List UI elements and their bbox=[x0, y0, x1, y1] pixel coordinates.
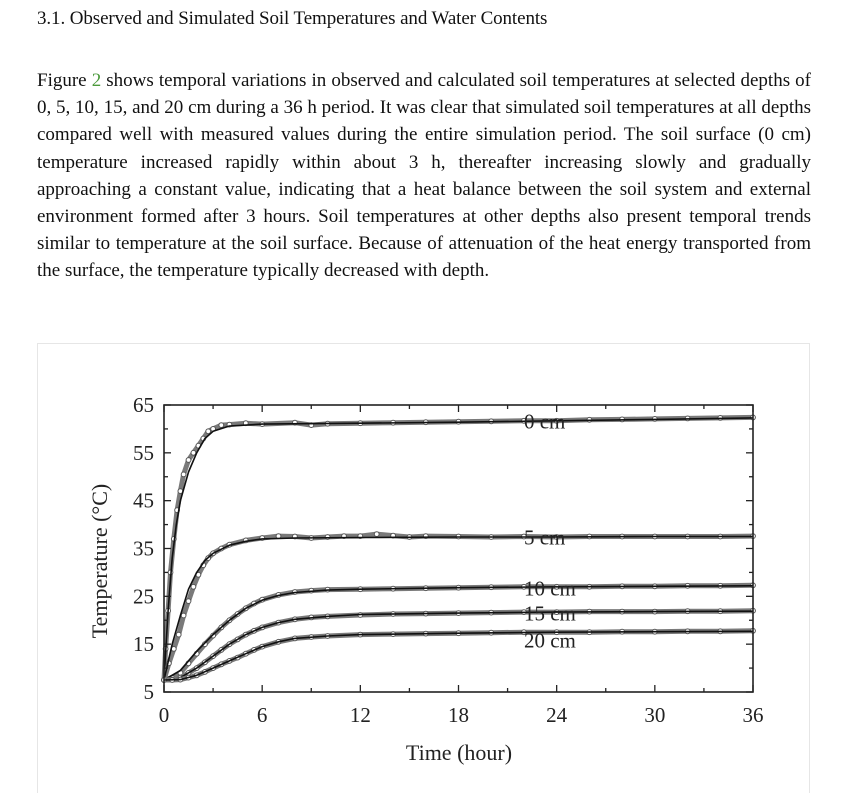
series-label-10-cm: 10 cm bbox=[524, 577, 576, 601]
x-tick-label: 24 bbox=[546, 703, 568, 727]
observed-point-0-cm bbox=[190, 449, 197, 456]
simulated-line-0-cm bbox=[163, 417, 754, 681]
observed-point-5-cm bbox=[180, 612, 187, 619]
section-heading: 3.1. Observed and Simulated Soil Tempera… bbox=[37, 8, 548, 29]
observed-line-20-cm bbox=[161, 628, 756, 683]
series-label-15-cm: 15 cm bbox=[524, 602, 576, 626]
simulated-line-5-cm bbox=[163, 535, 753, 681]
figure-container: 0 6 12 18 24 30 36 5 15 25 35 45 55 65 0 cm 5 cm 10 cm 1… bbox=[37, 343, 810, 793]
y-axis-title: Temperature (°C) bbox=[87, 484, 112, 638]
x-axis-title: Time (hour) bbox=[406, 740, 512, 765]
axis-ticks bbox=[163, 404, 754, 693]
paragraph-lead-text: Figure bbox=[37, 70, 92, 91]
y-tick-label: 15 bbox=[133, 632, 154, 656]
y-tick-label: 45 bbox=[133, 489, 154, 513]
observed-point-0-cm bbox=[180, 471, 187, 478]
series-curves bbox=[161, 414, 756, 683]
observed-point-5-cm bbox=[373, 531, 380, 538]
observed-line-15-cm bbox=[161, 608, 756, 683]
y-tick-label: 35 bbox=[133, 537, 154, 561]
observed-point-10-cm bbox=[202, 641, 208, 648]
series-label-0-cm: 0 cm bbox=[524, 410, 565, 434]
simulated-line-15-cm bbox=[163, 610, 754, 681]
series-label-20-cm: 20 cm bbox=[524, 628, 576, 652]
soil-temperature-chart: 0 6 12 18 24 30 36 5 15 25 35 45 55 65 0 cm 5 cm 10 cm1… bbox=[87, 393, 764, 765]
y-tick-label: 25 bbox=[133, 584, 154, 608]
observed-point-5-cm bbox=[190, 583, 197, 590]
x-tick-label: 6 bbox=[257, 703, 268, 727]
y-tick-label: 65 bbox=[133, 393, 154, 417]
x-tick-label: 18 bbox=[448, 703, 469, 727]
observed-point-0-cm bbox=[205, 428, 212, 435]
y-tick-label: 5 bbox=[144, 680, 155, 704]
observed-point-5-cm bbox=[175, 631, 182, 638]
x-tick-label: 12 bbox=[350, 703, 371, 727]
figure-reference-link[interactable]: 2 bbox=[91, 70, 102, 91]
observed-point-5-cm bbox=[185, 598, 192, 605]
simulated-line-10-cm bbox=[163, 585, 754, 681]
observed-point-0-cm bbox=[185, 457, 192, 463]
observed-line-0-cm bbox=[161, 414, 756, 683]
paragraph-body-text: shows temporal variations in observed an… bbox=[37, 70, 811, 282]
x-tick-label: 0 bbox=[159, 703, 170, 727]
x-tick-label: 36 bbox=[743, 703, 764, 727]
body-paragraph: Figure 2 shows temporal variations in ob… bbox=[37, 67, 811, 285]
observed-point-0-cm bbox=[218, 422, 225, 428]
x-tick-label: 30 bbox=[644, 703, 665, 727]
y-tick-label: 55 bbox=[133, 441, 154, 465]
tick-labels: 0 6 12 18 24 30 36 5 15 25 35 45 55 65 bbox=[133, 393, 764, 727]
simulated-line-20-cm bbox=[163, 630, 754, 681]
series-label-5-cm: 5 cm bbox=[524, 525, 565, 549]
